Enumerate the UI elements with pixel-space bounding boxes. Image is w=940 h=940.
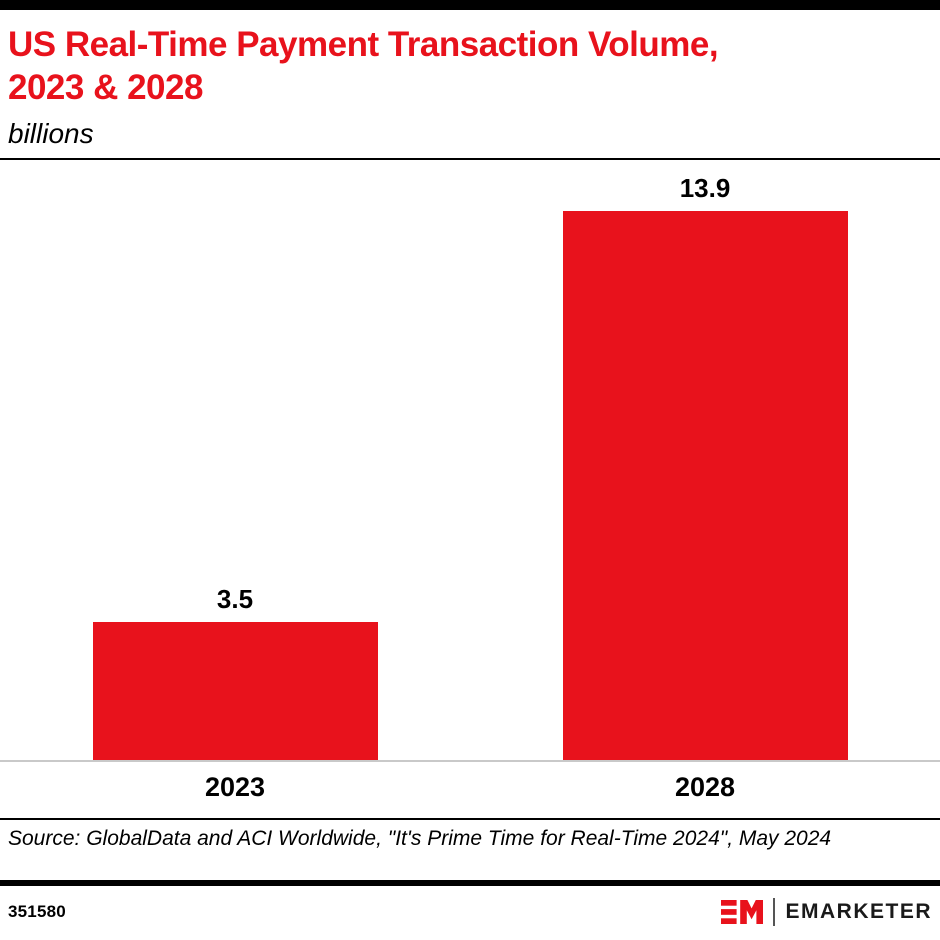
logo-divider <box>773 898 776 926</box>
x-axis-labels: 2023 2028 <box>0 760 940 818</box>
chart-title-line2: 2023 & 2028 <box>8 68 203 107</box>
bar-value-label-2023: 3.5 <box>216 584 254 614</box>
bar-2028 <box>562 211 848 760</box>
header-divider-line <box>0 158 940 160</box>
bar-value-label-2028: 13.9 <box>679 173 731 203</box>
em-logo-icon <box>721 900 764 924</box>
top-black-bar <box>0 0 940 10</box>
x-axis-label-2023: 2023 <box>204 772 266 802</box>
footer: 351580 EMARKETER <box>0 886 940 938</box>
chart-subtitle: billions <box>8 118 94 149</box>
chart-title: US Real-Time Payment Transaction Volume,… <box>8 23 932 109</box>
bar-slot-2028: 13.9 <box>470 160 940 760</box>
chart-title-line1: US Real-Time Payment Transaction Volume, <box>8 25 719 64</box>
bar-chart-plot-area: 3.5 13.9 <box>0 160 940 762</box>
footer-black-bar <box>0 880 940 886</box>
emarketer-logo: EMARKETER <box>721 898 932 926</box>
bar-2023 <box>92 622 378 760</box>
brand-name: EMARKETER <box>785 900 932 923</box>
x-axis-baseline <box>0 760 940 762</box>
source-block: Source: GlobalData and ACI Worldwide, "I… <box>0 818 940 880</box>
source-text: Source: GlobalData and ACI Worldwide, "I… <box>8 827 832 850</box>
bar-slot-2023: 3.5 <box>0 160 470 760</box>
chart-header: US Real-Time Payment Transaction Volume,… <box>0 10 940 158</box>
bar-slots: 3.5 13.9 <box>0 160 940 760</box>
x-axis-label-2028: 2028 <box>674 772 736 802</box>
chart-id: 351580 <box>8 902 66 921</box>
